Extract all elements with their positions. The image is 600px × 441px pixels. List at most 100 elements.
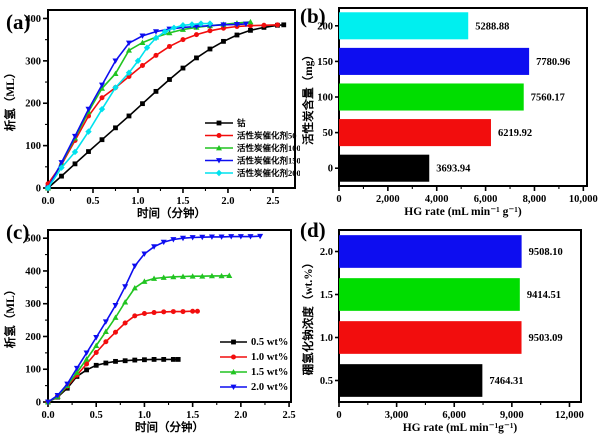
panel-b: (b) HG rate (mL min⁻¹ g⁻¹) 活性炭含量（mg） 0 2,00… [300, 0, 600, 220]
marker-triangle-up [218, 272, 225, 279]
hg-rate-vs-nabh4-concentration-chart-d: HG rate (mL min⁻¹g⁻¹) 硼氢化钠浓度（wt.%） 0 3,000 6… [301, 229, 584, 434]
marker-diamond [197, 20, 205, 27]
marker-square [59, 173, 64, 179]
bar-0.5: 7464.31 [339, 364, 523, 397]
hydrogen-evolution-vs-time-chart-c: 时间（分钟） 析氢（ML） 0.0 0.5 1.0 1.5 2.0 2.5 0 100 200 300… [3, 229, 296, 434]
marker-square [221, 38, 226, 44]
marker-triangle-down [54, 393, 61, 399]
x-tick-label: 12,000 [555, 410, 584, 421]
marker-circle [132, 313, 138, 319]
legend: 0.5 wt% 1.0 wt% 1.5 wt% 2.0 wt% [220, 337, 288, 393]
marker-square [99, 137, 105, 143]
y-axis-label: 活性炭含量（mg） [301, 49, 315, 145]
axes: HG rate (mL min⁻¹ g⁻¹) 活性炭含量（mg） 0 2,000 4,0… [301, 7, 598, 218]
marker-square [126, 113, 132, 119]
bar [339, 12, 469, 40]
marker-triangle-up [112, 314, 119, 320]
y-tick-label: 100 [25, 365, 41, 376]
legend-label: 钴 [237, 118, 246, 128]
marker-circle [99, 95, 105, 101]
marker-circle [274, 22, 280, 28]
marker-triangle-down [233, 22, 240, 28]
marker-triangle-up [131, 284, 138, 291]
marker-square [194, 55, 199, 61]
y-tick-label: 150 [317, 57, 333, 68]
y-tick-label: 200 [25, 332, 41, 343]
x-tick-label: 2.0 [234, 410, 247, 421]
marker-square [248, 27, 253, 33]
series-line [47, 310, 198, 403]
x-tick-label: 1.0 [131, 196, 144, 207]
marker-triangle-up [230, 369, 237, 375]
marker-diamond [134, 57, 142, 65]
marker-triangle-up [122, 299, 129, 305]
marker-diamond [98, 105, 106, 113]
legend-label: 2.0 wt% [251, 382, 288, 393]
x-tick-label: 0.0 [41, 410, 54, 421]
y-tick-label: 200 [25, 99, 41, 110]
marker-square [103, 360, 109, 366]
marker-triangle-up [102, 328, 109, 334]
bar-0: 3693.94 [339, 154, 471, 182]
x-tick-label: 6,000 [442, 410, 466, 421]
marker-circle [141, 311, 147, 317]
marker-square [161, 357, 167, 362]
marker-triangle-down [218, 234, 225, 240]
marker-circle [166, 43, 172, 49]
bar [339, 154, 430, 182]
bar-value-label: 6219.92 [498, 128, 532, 139]
marker-triangle-down [216, 158, 222, 164]
marker-diamond [58, 164, 65, 171]
marker-circle [84, 361, 90, 367]
marker-square [180, 65, 186, 71]
legend-label: 1.0 wt% [251, 352, 288, 363]
marker-circle [151, 310, 157, 316]
marker-triangle-down [247, 234, 254, 240]
marker-square [170, 357, 176, 362]
x-tick-label: 2.0 [221, 196, 234, 207]
y-tick-label: 400 [25, 14, 41, 25]
marker-diamond [71, 148, 79, 156]
x-tick-label: 2,000 [376, 194, 400, 205]
plot-frame [338, 229, 582, 403]
series-0.5 wt% [45, 357, 181, 405]
hydrogen-evolution-vs-time-chart-a: 时间（分钟） 析氢（ML） 0.0 0.5 1.0 1.5 2.0 2.5 0 100 200 300… [3, 9, 300, 220]
series-2.0 wt% [45, 233, 264, 405]
marker-triangle-down [98, 82, 105, 89]
marker-triangle-up [199, 273, 206, 279]
marker-triangle-up [98, 85, 105, 91]
marker-triangle-down [58, 160, 65, 166]
marker-diamond [215, 169, 223, 177]
y-axis-label: 析氢（ML） [3, 67, 17, 132]
marker-circle [207, 28, 213, 34]
x-tick-label: 2.5 [283, 410, 296, 421]
x-tick-label: 6,000 [474, 194, 498, 205]
marker-circle [180, 37, 186, 43]
marker-diamond [206, 20, 214, 27]
x-tick-label: 10,000 [569, 194, 598, 205]
x-axis-label: HG rate (mL min⁻¹g⁻¹) [403, 422, 518, 434]
bar-150: 7780.96 [339, 47, 570, 75]
bar-value-label: 3693.94 [436, 164, 471, 175]
bar [339, 119, 491, 147]
y-tick-label: 1.0 [320, 333, 333, 344]
x-tick-label: 1.5 [186, 410, 199, 421]
marker-square [132, 357, 138, 363]
marker-diamond [44, 184, 52, 192]
x-tick-label: 0 [336, 194, 341, 205]
marker-triangle-down [237, 234, 244, 240]
marker-square [281, 22, 287, 28]
y-tick-label: 100 [317, 93, 333, 104]
bar-1.5: 9414.51 [339, 278, 561, 311]
marker-circle [103, 339, 109, 345]
y-tick-label: 300 [25, 299, 41, 310]
marker-diamond [161, 28, 169, 35]
marker-triangle-down [208, 234, 215, 240]
marker-diamond [152, 34, 160, 42]
y-axis-label: 硼氢化钠浓度（wt.%） [301, 257, 315, 376]
bar-value-label: 9508.10 [529, 247, 563, 258]
marker-circle [139, 63, 145, 69]
marker-square [84, 367, 89, 373]
y-tick-label: 0 [36, 184, 41, 195]
y-tick-label: 50 [323, 128, 334, 139]
